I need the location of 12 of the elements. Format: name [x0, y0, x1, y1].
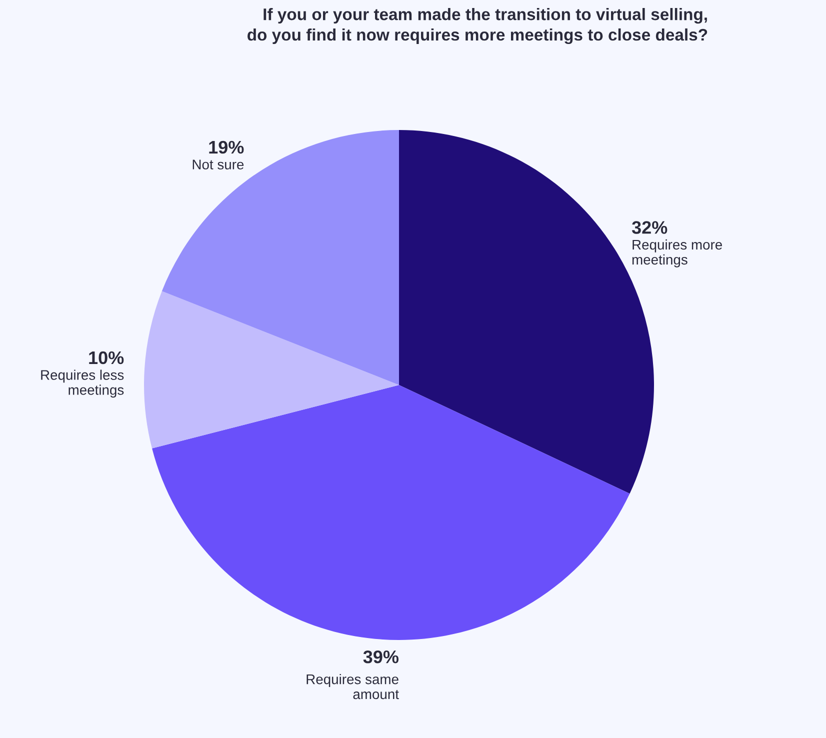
pie-slice [144, 291, 399, 448]
data-label: 32% [632, 221, 668, 234]
slice-label: Requires more meetings [632, 239, 722, 268]
data-label: 10% [89, 351, 124, 364]
pie-slice [152, 385, 630, 640]
slice-label: Requires same amount [306, 674, 399, 700]
data-label: 19% [209, 140, 244, 154]
slice-label: Requires less meetings [41, 370, 124, 398]
pie-slice [162, 130, 399, 385]
slice-label: Not sure [192, 160, 244, 170]
chart-title: If you or your team made the transition to virtual selling, do you find it now requires more meetings to close deals? [248, 8, 708, 44]
data-label: 39% [363, 650, 399, 664]
